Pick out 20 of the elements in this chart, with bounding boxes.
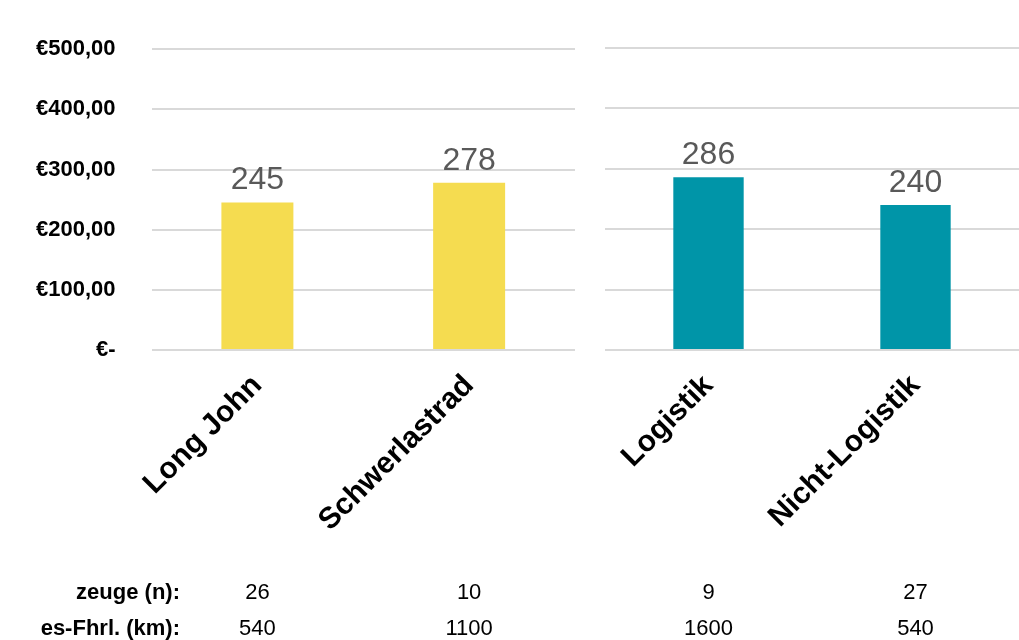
text: 540 bbox=[239, 615, 276, 640]
y-tick-label: €200,00 bbox=[35, 215, 116, 241]
text: 1600 bbox=[684, 615, 733, 640]
text: 9 bbox=[702, 579, 715, 605]
y-tick-label: €400,00 bbox=[35, 95, 116, 121]
data-label: 240 bbox=[888, 162, 943, 199]
text: 27 bbox=[903, 579, 928, 605]
data-label: 245 bbox=[230, 160, 285, 197]
y-tick-label: €500,00 bbox=[35, 35, 116, 61]
y-tick-label: €- bbox=[95, 336, 116, 362]
y-tick-label: €100,00 bbox=[35, 275, 116, 301]
data-label: 278 bbox=[442, 140, 496, 177]
text: zeuge (n): bbox=[76, 579, 180, 605]
text: es-Fhrl. (km): bbox=[40, 615, 180, 640]
text: 1100 bbox=[445, 615, 493, 640]
text: 26 bbox=[245, 579, 270, 605]
y-tick-label: €300,00 bbox=[35, 155, 116, 181]
data-label: 286 bbox=[681, 135, 736, 172]
text: 540 bbox=[897, 615, 934, 640]
text: 10 bbox=[456, 579, 482, 605]
